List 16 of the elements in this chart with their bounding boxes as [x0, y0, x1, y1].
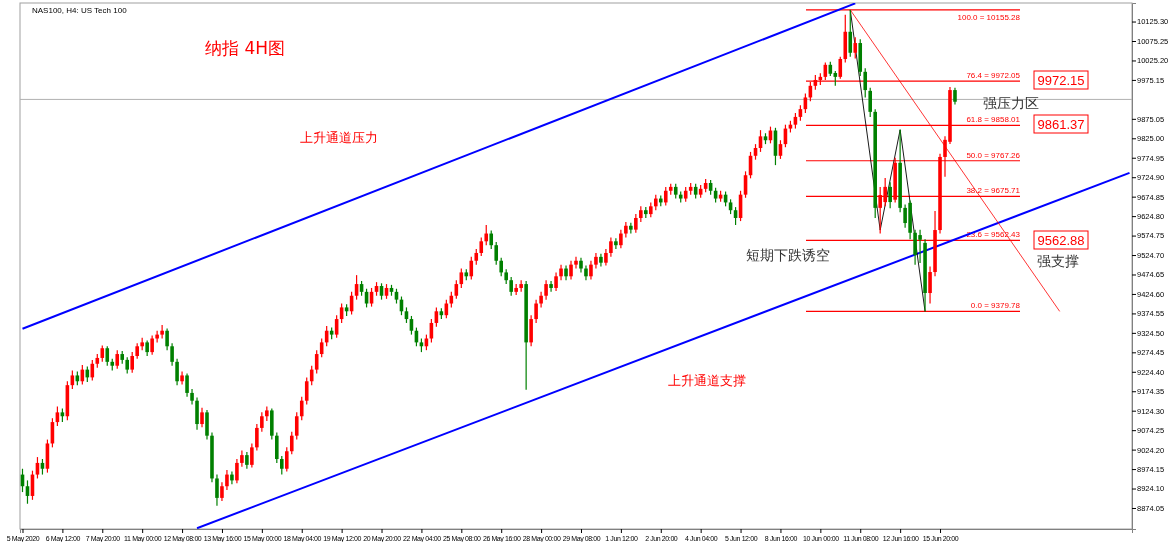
ref-line-label: 100.0 = 10155.28	[957, 12, 1021, 22]
annotation: 短期下跌诱空	[746, 247, 830, 263]
ref-line-label: 76.4 = 9972.05	[966, 71, 1021, 81]
annotation: 上升通道压力	[300, 130, 378, 145]
annotation: 上升通道支撑	[668, 373, 746, 388]
text: 纳指 4H图	[205, 38, 286, 58]
annotation: 9562.88	[1037, 233, 1085, 248]
annotation: 强支撑	[1037, 253, 1079, 269]
ref-line-label: 61.8 = 9858.01	[966, 115, 1021, 125]
annotation: 强压力区	[983, 95, 1039, 111]
annotation: 9972.15	[1037, 73, 1085, 88]
ref-line-label: 0.0 = 9379.78	[970, 301, 1021, 311]
chart-subtitle: NAS100, H4: US Tech 100	[32, 6, 128, 15]
ref-line-label: 38.2 = 9675.71	[966, 186, 1021, 196]
ref-line-label: 50.0 = 9767.26	[966, 150, 1021, 160]
annotation: 9861.37	[1037, 117, 1085, 132]
